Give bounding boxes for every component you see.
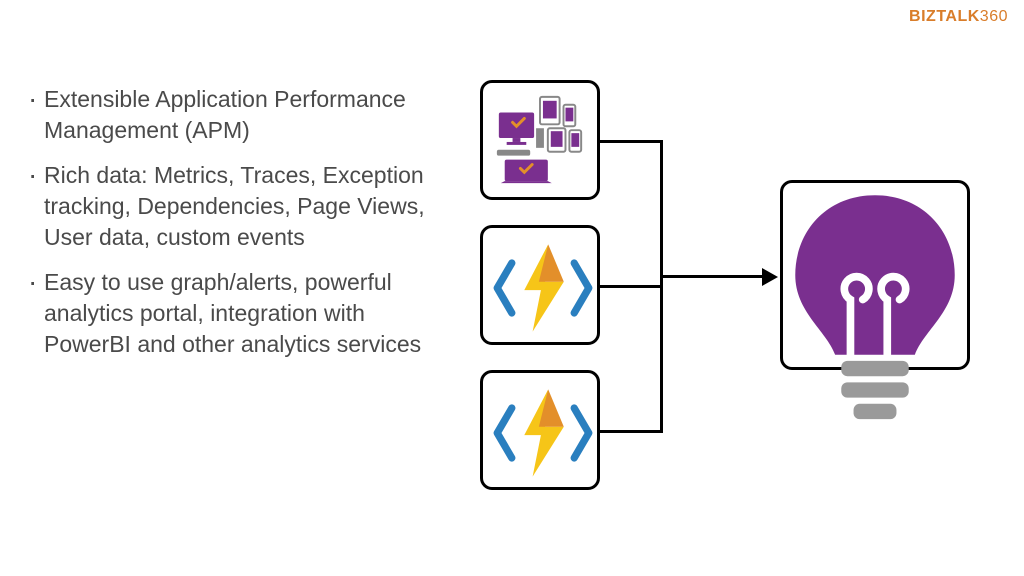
node-azure-function-2 <box>480 370 600 490</box>
bullet-list: Extensible Application Performance Manag… <box>28 84 428 374</box>
slide: BIZTALK360 Extensible Application Perfor… <box>0 0 1024 576</box>
logo-text-1: BIZTALK <box>909 8 980 25</box>
bullet-item: Extensible Application Performance Manag… <box>28 84 428 146</box>
node-insights <box>780 180 970 370</box>
node-azure-function-1 <box>480 225 600 345</box>
connector-arrow <box>660 275 764 278</box>
connector <box>600 285 662 288</box>
node-devices <box>480 80 600 200</box>
logo-text-2: 360 <box>980 8 1008 25</box>
bullet-item: Rich data: Metrics, Traces, Exception tr… <box>28 160 428 253</box>
connector-bus <box>660 140 663 433</box>
connector <box>600 430 662 433</box>
brand-logo: BIZTALK360 <box>909 8 1008 26</box>
bullet-item: Easy to use graph/alerts, powerful analy… <box>28 267 428 360</box>
devices-icon <box>491 91 589 189</box>
arrowhead-icon <box>762 268 778 286</box>
architecture-diagram <box>460 70 1020 540</box>
connector <box>600 140 662 143</box>
lightbulb-icon <box>783 446 967 463</box>
